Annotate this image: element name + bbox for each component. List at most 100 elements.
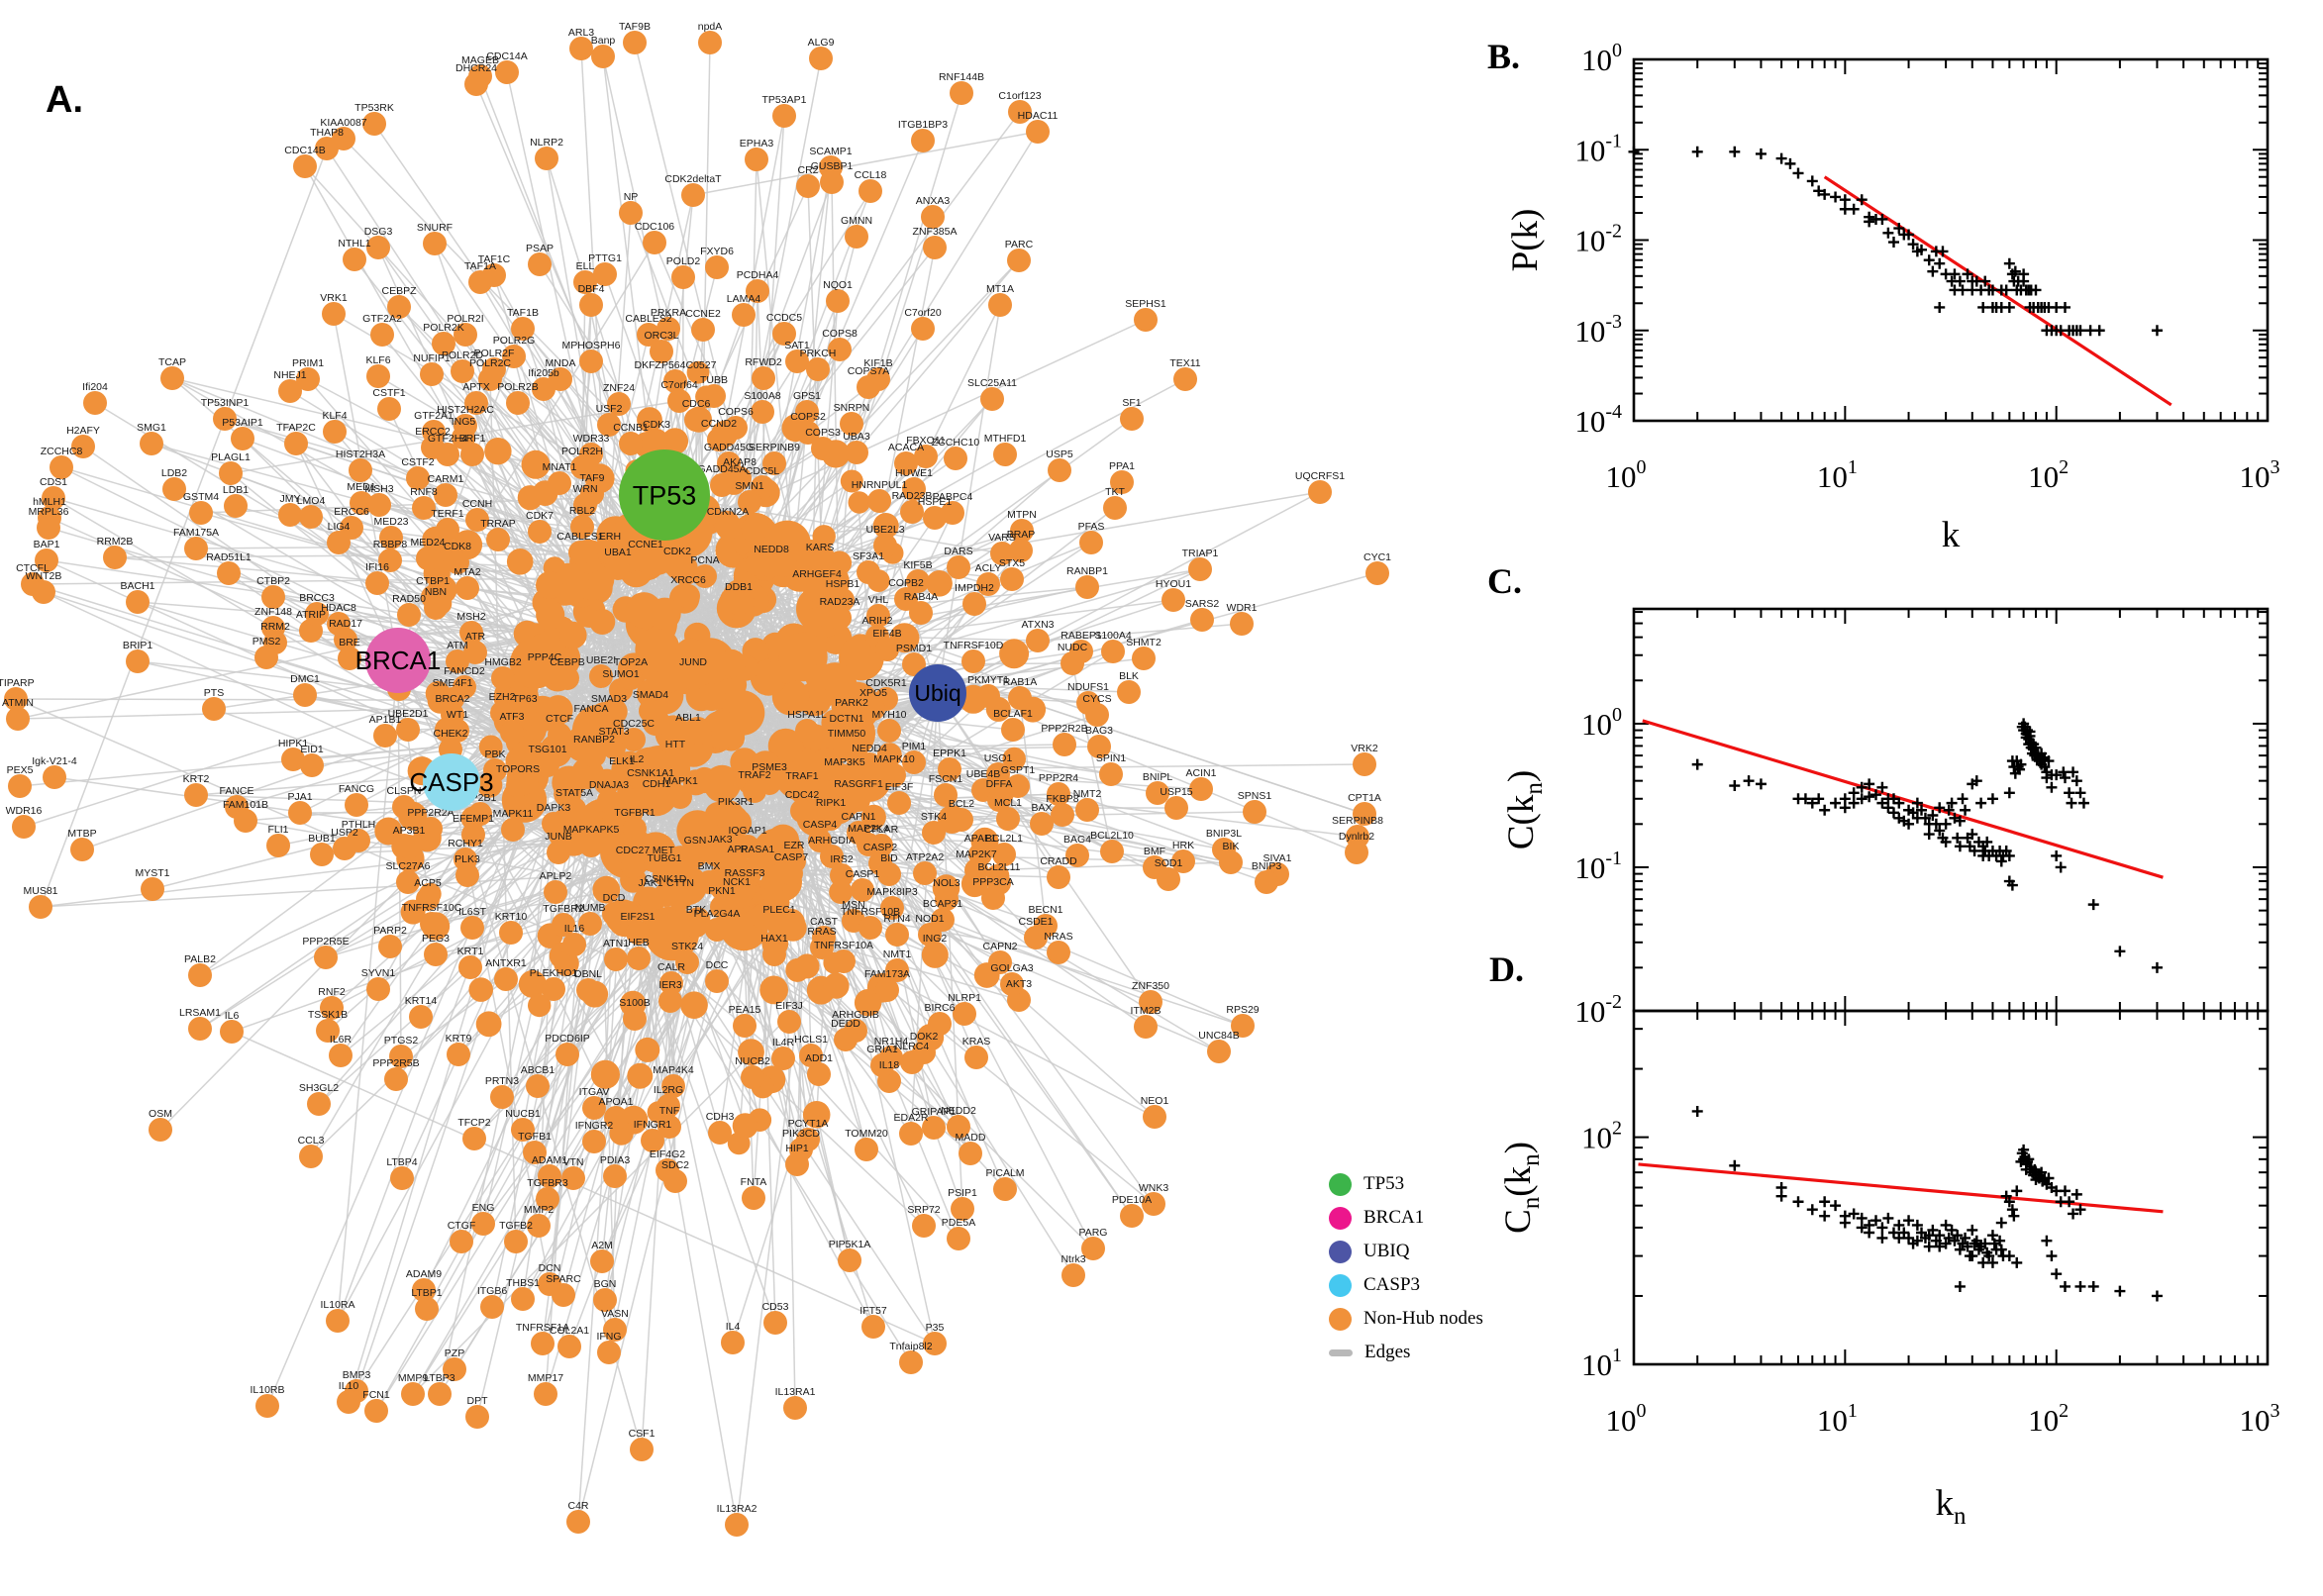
network-node-label: NUMB <box>575 902 606 914</box>
non-hub-node <box>976 684 1000 708</box>
network-node-label: PSIP1 <box>948 1187 977 1199</box>
non-hub-node <box>922 1116 946 1140</box>
non-hub-node <box>578 912 602 936</box>
axis-title: Cn​(kn​) <box>1498 1142 1545 1234</box>
network-node-label: NHEJ1 <box>273 369 306 381</box>
network-node-label: PKN1 <box>708 885 736 897</box>
non-hub-node <box>725 1513 749 1537</box>
non-hub-node <box>671 265 695 289</box>
network-node-label: TIPARP <box>0 677 35 689</box>
network-node-label: DBF4 <box>578 283 605 295</box>
non-hub-node <box>701 710 741 749</box>
non-hub-node <box>875 638 899 661</box>
network-node-label: BGN <box>594 1278 617 1290</box>
network-node-label: Banp <box>591 35 616 47</box>
network-node-label: S100B <box>619 997 651 1009</box>
non-hub-node <box>847 788 870 812</box>
non-hub-node <box>288 801 312 825</box>
network-node-label: SCAMP1 <box>809 146 852 157</box>
network-node-label: MED1 <box>347 481 375 493</box>
non-hub-node <box>424 943 448 966</box>
network-node-label: TAF9B <box>619 21 651 33</box>
network-node-label: DDB1 <box>725 581 753 593</box>
non-hub-node <box>799 1044 823 1067</box>
non-hub-node <box>505 748 533 774</box>
non-hub-node <box>684 408 708 432</box>
non-hub-node <box>570 515 594 539</box>
network-node-label: AP1B1 <box>369 714 402 726</box>
non-hub-node <box>428 1382 452 1406</box>
non-hub-node <box>1047 941 1070 964</box>
non-hub-node <box>657 1115 681 1139</box>
network-node-label: EFEMP1 <box>453 813 494 825</box>
non-hub-node <box>478 735 503 759</box>
network-node-label: COPS6 <box>718 406 754 418</box>
tick-label: 10-3 <box>1574 311 1622 349</box>
network-node-label: NEDD8 <box>754 544 789 555</box>
network-node-label: SAT1 <box>784 340 810 351</box>
network-node-label: RNF144B <box>939 71 984 83</box>
non-hub-node <box>343 248 366 271</box>
non-hub-node <box>593 262 617 286</box>
network-node-label: DHCR24 <box>455 62 497 74</box>
non-hub-node <box>947 555 970 579</box>
network-node-label: CSF1 <box>629 1428 656 1440</box>
non-hub-node <box>506 391 530 415</box>
network-node-label: DSG3 <box>364 226 393 238</box>
network-node-label: ERCC6 <box>334 506 369 518</box>
legend-color-swatch <box>1329 1307 1352 1331</box>
non-hub-node <box>464 391 488 415</box>
non-hub-node <box>495 60 519 84</box>
non-hub-node <box>370 323 394 347</box>
network-node-label: GRIPAP1 <box>912 1106 957 1118</box>
network-node-label: GTF2A2 <box>362 313 402 325</box>
network-node-label: BAX <box>1031 802 1052 814</box>
legend-item-brca1: BRCA1 <box>1329 1204 1483 1232</box>
non-hub-node <box>299 1145 323 1168</box>
network-node-label: KRT1 <box>457 946 484 957</box>
non-hub-node <box>1001 718 1025 742</box>
non-hub-node <box>882 763 906 787</box>
non-hub-node <box>861 1315 885 1339</box>
network-node-label: TSG101 <box>528 744 566 755</box>
network-node-label: CCL3 <box>298 1135 325 1147</box>
non-hub-node <box>184 783 208 807</box>
network-node-label: NBN <box>425 586 447 598</box>
network-node-label: CASP4 <box>803 819 838 831</box>
network-node-label: IL13RA2 <box>717 1503 758 1515</box>
network-node-label: MED23 <box>373 516 408 528</box>
non-hub-node <box>593 1288 617 1312</box>
non-hub-node <box>548 723 571 747</box>
network-node-label: VRK1 <box>320 292 348 304</box>
network-node-label: MCL1 <box>994 797 1022 809</box>
non-hub-node <box>861 697 885 721</box>
network-node-label: MPHOSPH6 <box>562 340 621 351</box>
network-node-label: GADD45A <box>697 463 746 475</box>
network-node-label: DKFZP564C0527 <box>635 359 717 371</box>
non-hub-node <box>597 703 621 727</box>
network-node-label: TP53RK <box>354 102 394 114</box>
network-node-label: UNC84B <box>1198 1030 1239 1042</box>
network-node-label: FANCE <box>219 785 253 797</box>
non-hub-node <box>43 765 66 789</box>
non-hub-node <box>741 515 769 545</box>
network-node-label: LTBP3 <box>424 1372 454 1384</box>
fit-line <box>1638 1162 2164 1214</box>
network-node-label: CEBPZ <box>381 285 417 297</box>
non-hub-node <box>854 989 882 1017</box>
network-node-label: HSPE1 <box>918 496 953 508</box>
network-node-label: CTBP1 <box>416 575 450 587</box>
network-node-label: ADAM9 <box>406 1268 442 1280</box>
non-hub-node <box>894 587 918 611</box>
non-hub-node <box>705 918 729 942</box>
network-node-label: CTTN <box>666 877 694 889</box>
non-hub-node <box>643 231 666 254</box>
network-node-label: PCDHA4 <box>737 269 779 281</box>
non-hub-node <box>548 471 571 495</box>
non-hub-node <box>885 958 909 982</box>
non-hub-node <box>923 1332 947 1355</box>
non-hub-node <box>436 443 459 466</box>
non-hub-node <box>349 458 372 482</box>
non-hub-node <box>705 969 729 993</box>
network-node-label: BRCC3 <box>299 592 335 604</box>
